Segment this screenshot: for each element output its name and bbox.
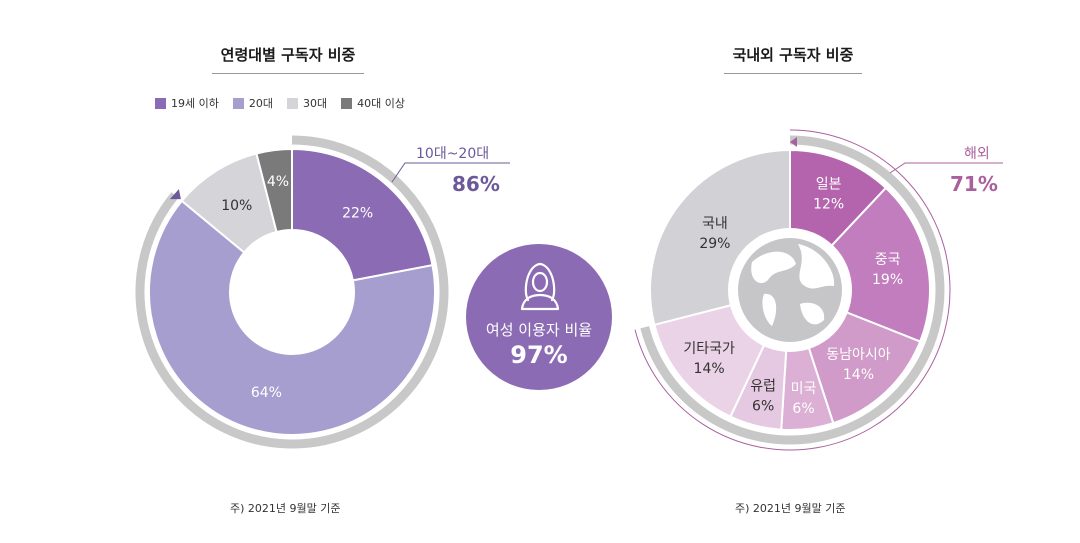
slice-value-label: 6% <box>792 401 814 417</box>
badge-label: 여성 이용자 비율 <box>486 321 592 339</box>
badge-value: 97% <box>510 341 567 369</box>
callout-line <box>889 162 1003 174</box>
legend-label: 19세 이하 <box>171 97 219 110</box>
slice-value-label: 19% <box>872 272 903 288</box>
slice-label: 중국 <box>875 252 901 268</box>
region-callout: 해외 71% <box>889 146 1003 196</box>
slice-value-label: 12% <box>813 196 844 212</box>
badge-circle <box>466 244 612 390</box>
female-ratio-badge: 여성 이용자 비율 97% <box>466 244 612 390</box>
slice-label: 기타국가 <box>683 341 735 357</box>
age-donut-chart: 22% 64% 10% 4% <box>135 135 449 449</box>
age-legend: 19세 이하 20대 30대 40대 이상 <box>155 95 405 111</box>
legend-label: 20대 <box>248 97 273 110</box>
legend-item-30s: 30대 <box>286 95 328 111</box>
slice-label: 유럽 <box>750 379 776 395</box>
continent-shape <box>751 251 796 284</box>
slice-value-label: 64% <box>251 385 282 401</box>
legend-swatch <box>155 97 166 109</box>
footnote-region: 주) 2021년 9월말 기준 <box>735 502 846 515</box>
woman-icon <box>520 262 560 311</box>
highlight-ring <box>135 135 449 449</box>
slice-label: 국내 <box>702 216 728 232</box>
slice-label: 일본 <box>816 176 842 192</box>
legend-swatch <box>341 97 353 109</box>
legend-label: 40대 이상 <box>357 97 405 110</box>
slice-value-label: 29% <box>699 236 730 252</box>
highlight-ring-line <box>634 129 951 451</box>
callout-label: 해외 <box>964 146 990 162</box>
ring-arrow-tail <box>169 189 181 200</box>
slice-label: 동남아시아 <box>826 347 891 363</box>
globe-circle <box>738 238 842 342</box>
legend-swatch <box>232 97 244 109</box>
callout-value: 71% <box>950 172 998 196</box>
slice-value-label: 4% <box>267 174 289 190</box>
legend-item-20s: 20대 <box>232 95 273 111</box>
continent-shape <box>798 244 835 289</box>
ring-arrow-head <box>790 137 797 147</box>
callout-label: 10대~20대 <box>416 146 489 162</box>
chart-title-region: 국내외 구독자 비중 <box>724 44 862 74</box>
slice-label: 미국 <box>791 381 817 397</box>
globe-icon <box>728 228 852 352</box>
legend-item-19-under: 19세 이하 <box>155 95 219 111</box>
continent-shape <box>800 302 825 325</box>
slice-value-label: 10% <box>221 198 252 214</box>
chart-title-age: 연령대별 구독자 비중 <box>212 44 364 74</box>
highlight-ring <box>640 135 945 445</box>
footnote-age: 주) 2021년 9월말 기준 <box>230 502 341 515</box>
legend-label: 30대 <box>302 97 328 110</box>
slice-value-label: 14% <box>694 361 725 377</box>
slice-value-label: 14% <box>843 367 874 383</box>
slice-value-label: 22% <box>342 206 373 222</box>
region-pie-chart: 일본 12% 중국 19% 동남아시아 14% 미국 6% 유럽 6% 기타국가 14% 국내 29% <box>634 129 951 451</box>
legend-swatch <box>286 97 298 109</box>
callout-line <box>391 162 510 183</box>
continent-shape <box>762 293 777 326</box>
callout-value: 86% <box>452 172 500 196</box>
legend-item-40-over: 40대 이상 <box>341 95 405 111</box>
pie-slice <box>148 199 436 436</box>
pie-slice <box>255 147 293 234</box>
age-callout: 10대~20대 86% <box>391 146 510 196</box>
pie-slice <box>291 147 434 282</box>
slice-value-label: 6% <box>752 399 774 415</box>
